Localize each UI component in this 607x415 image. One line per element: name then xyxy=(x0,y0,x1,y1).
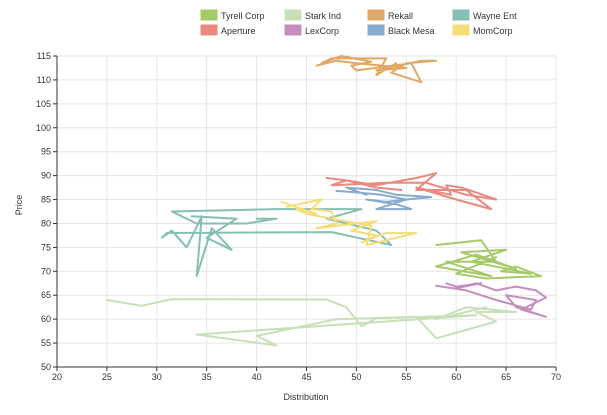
legend-item-rekall[interactable]: Rekall xyxy=(367,9,413,21)
x-tick-label: 65 xyxy=(501,372,511,382)
legend-item-wayne-ent[interactable]: Wayne Ent xyxy=(452,9,517,21)
y-tick-label: 105 xyxy=(36,99,51,109)
legend-swatch xyxy=(284,9,302,21)
legend-label: Wayne Ent xyxy=(473,11,517,21)
y-tick-label: 90 xyxy=(41,171,51,181)
legend-swatch xyxy=(367,24,385,36)
y-tick-label: 65 xyxy=(41,290,51,300)
y-axis-title: Price xyxy=(14,195,24,216)
x-tick-label: 20 xyxy=(52,372,62,382)
x-tick-label: 30 xyxy=(152,372,162,382)
legend-swatch xyxy=(284,24,302,36)
legend-item-aperture[interactable]: Aperture xyxy=(200,24,256,36)
x-tick-label: 50 xyxy=(351,372,361,382)
gridlines xyxy=(57,55,557,367)
legend-label: Rekall xyxy=(388,11,413,21)
y-tick-label: 50 xyxy=(41,362,51,372)
y-tick-label: 70 xyxy=(41,266,51,276)
y-tick-label: 110 xyxy=(37,75,51,85)
legend-item-tyrell-corp[interactable]: Tyrell Corp xyxy=(200,9,265,21)
y-tick-label: 115 xyxy=(37,51,51,61)
x-tick-label: 35 xyxy=(202,372,212,382)
legend-item-momcorp[interactable]: MomCorp xyxy=(452,24,513,36)
axes: 20 25 30 35 40 45 50 55 60 65 70 50 55 60 65 70 75 80 85 90… xyxy=(36,51,561,382)
legend-item-lexcorp[interactable]: LexCorp xyxy=(284,24,339,36)
y-tick-label: 95 xyxy=(41,147,51,157)
series-line-stark-ind xyxy=(105,298,518,347)
series-line-rekall xyxy=(315,55,438,84)
series-line-black-mesa xyxy=(335,186,433,211)
legend-label: Tyrell Corp xyxy=(221,11,265,21)
legend-swatch xyxy=(452,24,470,36)
series-line-tyrell-corp xyxy=(435,239,542,280)
legend-item-black-mesa[interactable]: Black Mesa xyxy=(367,24,435,36)
series-line-momcorp xyxy=(280,198,418,246)
x-tick-label: 60 xyxy=(451,372,461,382)
series-lines xyxy=(105,55,547,347)
y-tick-label: 60 xyxy=(41,314,51,324)
legend-swatch xyxy=(452,9,470,21)
legend-label: MomCorp xyxy=(473,26,513,36)
series-line-wayne-ent xyxy=(160,208,393,278)
legend: Tyrell Corp Stark Ind Rekall Wayne Ent Apert… xyxy=(200,9,517,36)
legend-label: Aperture xyxy=(221,26,256,36)
y-tick-label: 55 xyxy=(41,338,51,348)
x-tick-label: 25 xyxy=(102,372,112,382)
y-tick-label: 85 xyxy=(41,195,51,205)
legend-swatch xyxy=(367,9,385,21)
x-axis-title: Distribution xyxy=(283,392,328,402)
legend-swatch xyxy=(200,9,218,21)
legend-swatch xyxy=(200,24,218,36)
legend-label: LexCorp xyxy=(305,26,339,36)
y-tick-label: 75 xyxy=(41,242,51,252)
legend-label: Stark Ind xyxy=(305,11,341,21)
x-tick-label: 45 xyxy=(301,372,311,382)
y-tick-label: 80 xyxy=(41,218,51,228)
x-tick-label: 40 xyxy=(252,372,262,382)
x-tick-label: 70 xyxy=(551,372,561,382)
series-line-aperture xyxy=(325,172,498,211)
series-line-lexcorp xyxy=(435,282,547,318)
legend-label: Black Mesa xyxy=(388,26,435,36)
y-tick-label: 100 xyxy=(36,123,51,133)
legend-item-stark-ind[interactable]: Stark Ind xyxy=(284,9,341,21)
x-tick-label: 55 xyxy=(401,372,411,382)
